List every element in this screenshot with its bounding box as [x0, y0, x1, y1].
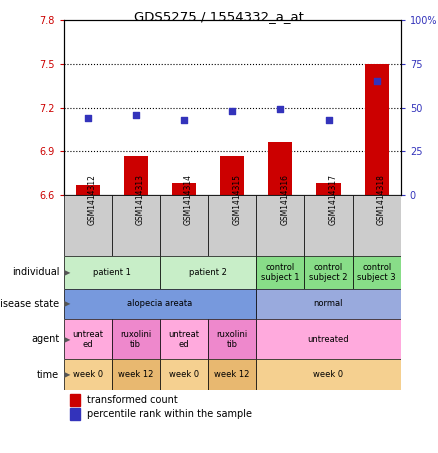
Text: individual: individual: [12, 267, 59, 277]
Bar: [160, 359, 208, 390]
Bar: [160, 319, 208, 359]
Text: control
subject 1: control subject 1: [261, 263, 300, 282]
Point: [277, 106, 284, 113]
Text: control
subject 3: control subject 3: [357, 263, 396, 282]
Text: control
subject 2: control subject 2: [309, 263, 348, 282]
Text: agent: agent: [31, 334, 59, 344]
Point: [132, 111, 139, 118]
Text: GSM1414312: GSM1414312: [88, 174, 97, 225]
Bar: [75, 185, 99, 195]
Text: untreated: untreated: [307, 335, 350, 344]
Text: GDS5275 / 1554332_a_at: GDS5275 / 1554332_a_at: [134, 10, 304, 23]
Bar: [256, 319, 401, 359]
Text: patient 1: patient 1: [93, 268, 131, 277]
Bar: [70, 409, 81, 419]
Bar: [220, 155, 244, 195]
Bar: [112, 195, 160, 256]
Text: week 0: week 0: [73, 370, 102, 379]
Text: transformed count: transformed count: [87, 395, 178, 405]
Text: week 0: week 0: [169, 370, 199, 379]
Text: GSM1414317: GSM1414317: [328, 174, 338, 225]
Text: untreat
ed: untreat ed: [72, 330, 103, 349]
Text: GSM1414314: GSM1414314: [184, 174, 193, 225]
Bar: [208, 359, 256, 390]
Bar: [304, 256, 353, 289]
Text: ▶: ▶: [64, 370, 71, 379]
Text: week 0: week 0: [314, 370, 343, 379]
Text: percentile rank within the sample: percentile rank within the sample: [87, 409, 252, 419]
Point: [84, 115, 91, 122]
Bar: [64, 319, 112, 359]
Bar: [353, 195, 401, 256]
Bar: [304, 195, 353, 256]
Point: [325, 116, 332, 123]
Bar: [172, 183, 196, 195]
Bar: [256, 195, 304, 256]
Bar: [112, 319, 160, 359]
Text: ruxolini
tib: ruxolini tib: [216, 330, 248, 349]
Point: [373, 78, 380, 85]
Bar: [364, 64, 389, 195]
Bar: [316, 183, 341, 195]
Point: [180, 116, 187, 123]
Text: time: time: [37, 370, 59, 380]
Bar: [256, 256, 304, 289]
Bar: [70, 395, 81, 405]
Text: alopecia areata: alopecia areata: [127, 299, 192, 308]
Text: week 12: week 12: [118, 370, 153, 379]
Point: [229, 107, 236, 115]
Text: GSM1414316: GSM1414316: [280, 174, 290, 225]
Bar: [124, 155, 148, 195]
Text: GSM1414318: GSM1414318: [377, 174, 386, 225]
Text: GSM1414315: GSM1414315: [232, 174, 241, 225]
Text: GSM1414313: GSM1414313: [136, 174, 145, 225]
Bar: [353, 256, 401, 289]
Bar: [256, 289, 401, 319]
Bar: [64, 256, 160, 289]
Text: untreat
ed: untreat ed: [169, 330, 199, 349]
Bar: [112, 359, 160, 390]
Bar: [208, 195, 256, 256]
Bar: [160, 195, 208, 256]
Text: patient 2: patient 2: [189, 268, 227, 277]
Bar: [64, 289, 256, 319]
Text: week 12: week 12: [215, 370, 250, 379]
Bar: [64, 359, 112, 390]
Text: disease state: disease state: [0, 299, 59, 309]
Bar: [208, 319, 256, 359]
Text: normal: normal: [314, 299, 343, 308]
Bar: [64, 195, 112, 256]
Text: ▶: ▶: [64, 299, 71, 308]
Text: ruxolini
tib: ruxolini tib: [120, 330, 152, 349]
Bar: [256, 359, 401, 390]
Text: ▶: ▶: [64, 268, 71, 277]
Text: ▶: ▶: [64, 335, 71, 344]
Bar: [268, 142, 293, 195]
Bar: [160, 256, 256, 289]
